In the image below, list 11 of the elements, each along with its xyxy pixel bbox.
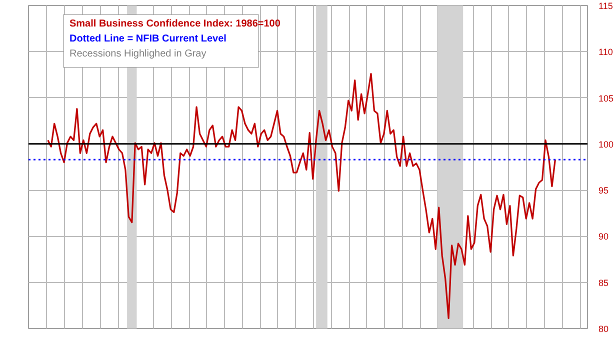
y-tick-label: 90 (598, 232, 609, 242)
annotation: Recessions Highlighed in Gray (70, 48, 206, 60)
y-tick-label: 85 (598, 278, 609, 288)
y-tick-label: 115 (598, 1, 613, 11)
y-tick-label: 100 (598, 139, 614, 150)
y-tick-label: 80 (598, 324, 609, 334)
y-tick-label: 95 (598, 186, 609, 196)
text: Small Business Confidence Index: 1986=100 (70, 18, 281, 30)
y-tick-label: 105 (598, 93, 614, 104)
annotation: Dotted Line = NFIB Current Level (70, 34, 227, 44)
y-tick-label: 110 (598, 47, 613, 58)
